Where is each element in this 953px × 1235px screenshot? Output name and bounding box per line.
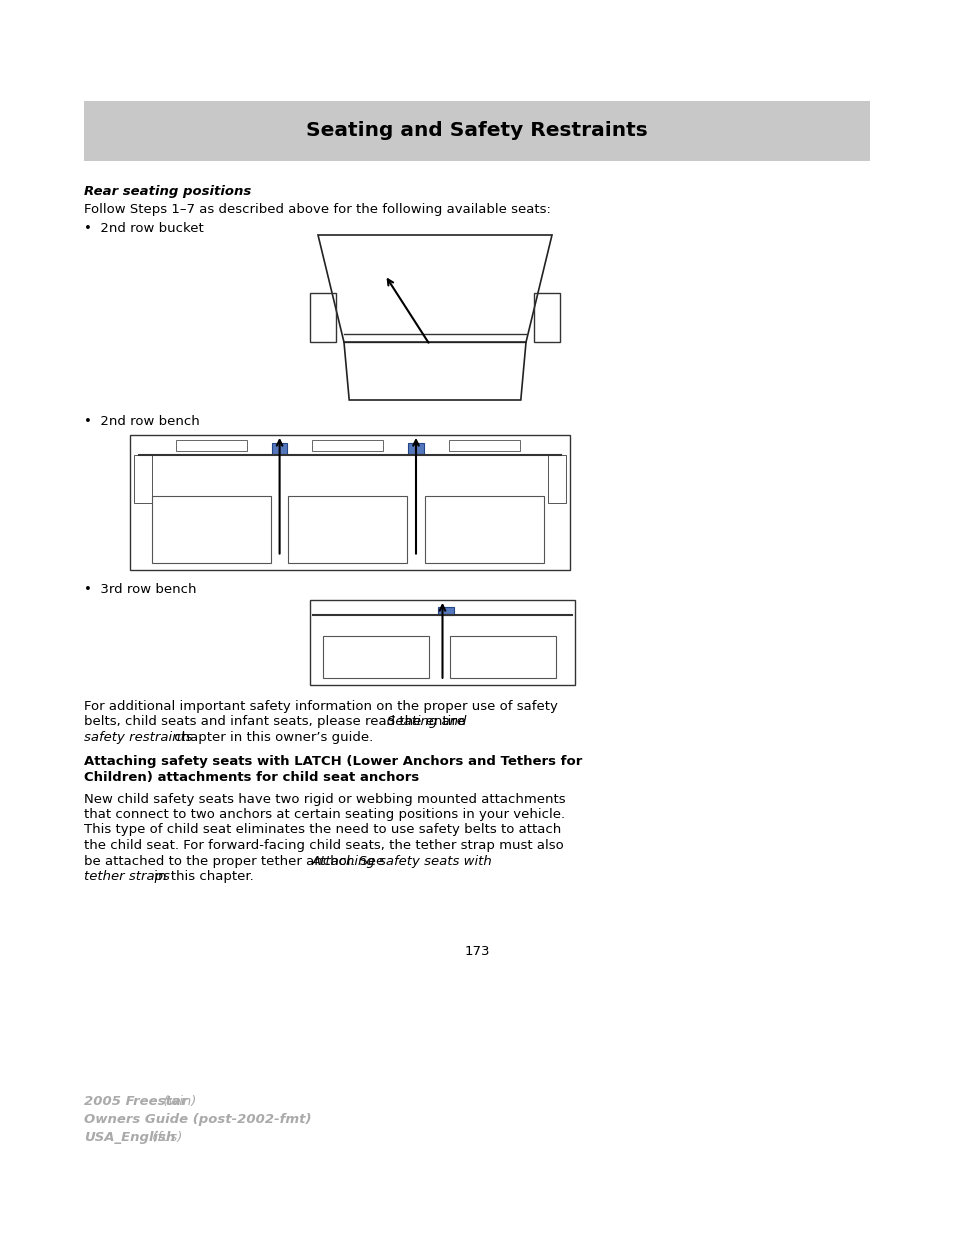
Text: 173: 173: [464, 945, 489, 958]
Text: (fus): (fus): [148, 1131, 182, 1144]
Text: 2005 Freestar: 2005 Freestar: [84, 1095, 187, 1108]
Bar: [448, 441, 519, 451]
Text: Rear seating positions: Rear seating positions: [84, 185, 251, 198]
Text: the child seat. For forward-facing child seats, the tether strap must also: the child seat. For forward-facing child…: [84, 839, 563, 852]
Bar: [547, 456, 565, 503]
Bar: [310, 293, 335, 342]
Bar: [130, 435, 569, 571]
Text: •  2nd row bucket: • 2nd row bucket: [84, 222, 204, 235]
Text: Owners Guide (post-2002-fmt): Owners Guide (post-2002-fmt): [84, 1113, 312, 1126]
Text: that connect to two anchors at certain seating positions in your vehicle.: that connect to two anchors at certain s…: [84, 808, 564, 821]
Text: Seating and: Seating and: [387, 715, 466, 729]
Text: Attaching safety seats with LATCH (Lower Anchors and Tethers for: Attaching safety seats with LATCH (Lower…: [84, 755, 581, 767]
Bar: [134, 456, 152, 503]
Bar: [272, 443, 287, 454]
Text: New child safety seats have two rigid or webbing mounted attachments: New child safety seats have two rigid or…: [84, 793, 565, 805]
Text: be attached to the proper tether anchor. See: be attached to the proper tether anchor.…: [84, 855, 388, 867]
Text: (win): (win): [159, 1095, 196, 1108]
Text: tether straps: tether straps: [84, 869, 170, 883]
Bar: [534, 293, 559, 342]
Text: in this chapter.: in this chapter.: [150, 869, 253, 883]
Bar: [312, 441, 383, 451]
Bar: [84, 101, 869, 161]
Text: Children) attachments for child seat anchors: Children) attachments for child seat anc…: [84, 771, 418, 783]
Bar: [408, 443, 423, 454]
Bar: [424, 495, 543, 563]
Text: Follow Steps 1–7 as described above for the following available seats:: Follow Steps 1–7 as described above for …: [84, 203, 550, 216]
Text: •  3rd row bench: • 3rd row bench: [84, 583, 196, 597]
Bar: [310, 600, 575, 685]
Bar: [437, 606, 453, 615]
Text: This type of child seat eliminates the need to use safety belts to attach: This type of child seat eliminates the n…: [84, 824, 560, 836]
Text: belts, child seats and infant seats, please read the entire: belts, child seats and infant seats, ple…: [84, 715, 469, 729]
Bar: [450, 636, 556, 678]
Text: Seating and Safety Restraints: Seating and Safety Restraints: [306, 121, 647, 141]
Text: USA_English: USA_English: [84, 1131, 175, 1144]
Text: For additional important safety information on the proper use of safety: For additional important safety informat…: [84, 700, 558, 713]
Bar: [152, 495, 271, 563]
Text: chapter in this owner’s guide.: chapter in this owner’s guide.: [170, 731, 373, 743]
Bar: [288, 495, 407, 563]
Bar: [175, 441, 247, 451]
Text: safety restraints: safety restraints: [84, 731, 193, 743]
Text: •  2nd row bench: • 2nd row bench: [84, 415, 199, 429]
Text: Attaching safety seats with: Attaching safety seats with: [311, 855, 492, 867]
Bar: [323, 636, 429, 678]
